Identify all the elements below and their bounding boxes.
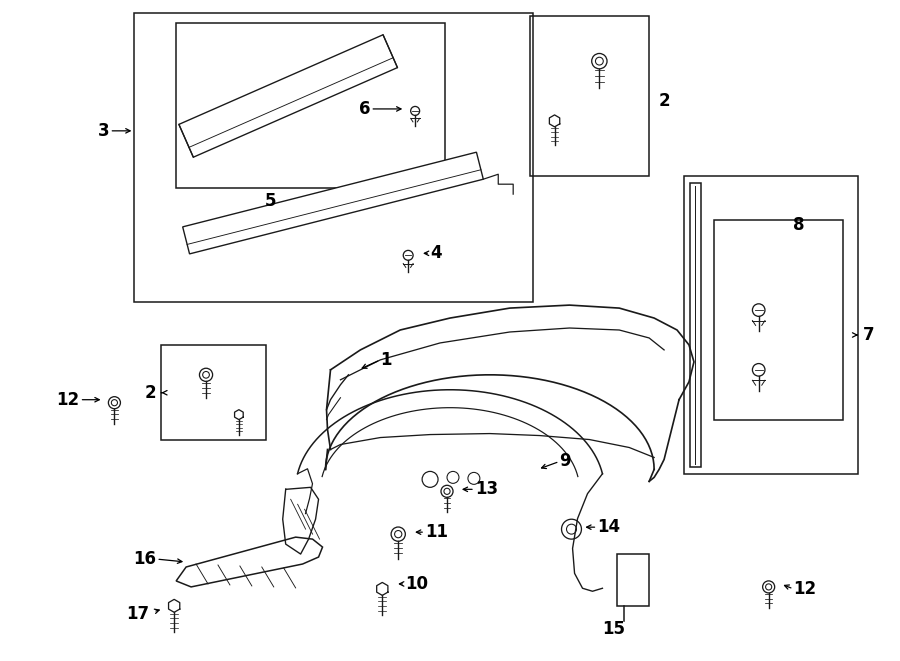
Text: 16: 16: [133, 550, 157, 568]
Text: 12: 12: [794, 580, 816, 598]
Polygon shape: [549, 115, 560, 127]
Circle shape: [392, 527, 405, 541]
Text: 14: 14: [598, 518, 620, 536]
Circle shape: [762, 581, 775, 593]
Circle shape: [441, 485, 453, 497]
Bar: [176, 23, 445, 188]
Text: 5: 5: [265, 192, 276, 210]
Circle shape: [752, 304, 765, 317]
Circle shape: [403, 251, 413, 260]
Polygon shape: [168, 600, 180, 612]
Circle shape: [591, 54, 607, 69]
Text: 6: 6: [359, 100, 370, 118]
Bar: [161, 345, 266, 440]
Text: 13: 13: [475, 481, 498, 498]
Text: 9: 9: [560, 452, 572, 471]
Bar: [684, 176, 859, 475]
Text: 11: 11: [425, 523, 448, 541]
Circle shape: [108, 397, 121, 408]
Text: 3: 3: [98, 122, 110, 140]
Text: 2: 2: [659, 92, 670, 110]
Text: 4: 4: [430, 245, 442, 262]
Text: 12: 12: [57, 391, 79, 408]
Text: 8: 8: [793, 216, 805, 235]
Text: 2: 2: [145, 384, 157, 402]
Bar: [134, 13, 533, 302]
Text: 1: 1: [381, 351, 392, 369]
Polygon shape: [235, 410, 243, 420]
Polygon shape: [179, 35, 398, 157]
Bar: [617, 554, 649, 606]
Text: 15: 15: [602, 620, 625, 638]
Text: 17: 17: [126, 605, 149, 623]
Polygon shape: [377, 582, 388, 596]
Text: 7: 7: [863, 326, 875, 344]
Circle shape: [410, 106, 419, 116]
Bar: [714, 221, 843, 420]
Polygon shape: [690, 182, 701, 467]
Circle shape: [562, 519, 581, 539]
Polygon shape: [176, 537, 322, 587]
Circle shape: [200, 368, 212, 381]
Circle shape: [752, 364, 765, 376]
Text: 10: 10: [405, 575, 428, 593]
Bar: [530, 17, 649, 176]
Polygon shape: [183, 152, 483, 254]
